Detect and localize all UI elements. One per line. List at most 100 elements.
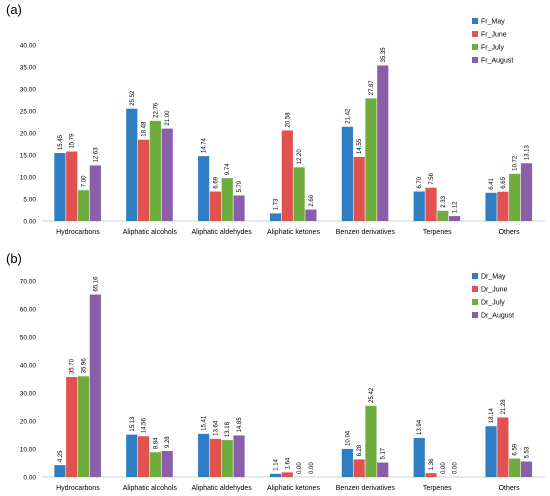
data-label: 14.74 [202,137,208,153]
bar-fr-may [341,126,353,221]
legend-swatch [472,286,478,292]
data-label: 6.28 [357,444,363,456]
legend-entry: Dr_July [481,300,505,307]
bar-fr-may [485,192,497,221]
bar-dr-june [209,438,222,477]
y-tick-label: 50.00 [20,334,37,341]
data-label: 1.36 [429,458,435,470]
bar-dr-june [66,377,78,477]
bar-dr-june [281,472,293,477]
legend-swatch [472,273,478,279]
bar-dr-may [54,465,66,477]
data-label: 0.00 [297,462,303,474]
bar-dr-may [198,433,210,477]
data-label: 35.70 [70,358,76,374]
category-label: Hydrocarbons [56,485,100,492]
data-label: 15.79 [70,133,76,149]
y-tick-label: 40.00 [20,362,37,369]
category-label: Aliphatic ketones [267,485,320,492]
bar-dr-june [425,473,437,477]
data-label: 12.63 [93,147,99,163]
bar-fr-june [353,156,365,221]
y-tick-label: 30.00 [20,390,37,397]
bar-dr-july [509,458,521,477]
y-tick-label: 10.00 [20,174,37,181]
y-tick-label: 20.00 [20,130,37,137]
panel-label: (a) [6,2,22,17]
data-label: 6.65 [501,176,507,188]
data-label: 10.04 [345,430,351,446]
data-label: 9.28 [165,436,171,448]
y-tick-label: 10.00 [20,446,37,453]
bar-dr-august [377,462,389,477]
category-label: Others [499,229,521,236]
bar-dr-may [269,473,282,477]
bar-dr-may [126,434,138,477]
bar-dr-july [221,440,233,477]
bar-fr-may [54,153,66,221]
bar-fr-august [520,163,533,221]
data-label: 21.00 [165,110,171,126]
data-label: 21.28 [501,399,507,415]
y-tick-label: 0.00 [23,474,36,481]
legend-entry: Fr_May [481,19,505,26]
bar-fr-august [89,165,101,221]
bar-dr-july [77,376,90,477]
legend-entry: Dr_June [481,287,508,294]
bar-fr-august [449,216,461,221]
data-label: 5.79 [237,180,243,192]
bar-fr-july [437,210,449,221]
panel-label: (b) [6,251,22,266]
y-tick-label: 0.00 [23,218,36,225]
bar-fr-june [66,151,78,221]
data-label: 5.17 [381,447,387,459]
bar-fr-july [509,173,521,221]
bar-fr-june [281,130,293,221]
data-label: 13.94 [417,419,423,435]
chart-panel-b: (b) 0.00 10.00 20.00 30.00 40.00 50.00 60.00 70.… [6,251,545,492]
y-tick-label: 40.00 [20,42,37,49]
bar-fr-july [149,120,161,221]
category-label: Others [499,485,521,492]
data-label: 21.42 [345,108,351,124]
data-label: 6.41 [489,177,495,189]
category-label: Benzen derivatives [336,229,396,236]
legend-entry: Fr_August [481,58,513,65]
bar-dr-june [497,417,509,477]
data-label: 13.64 [213,420,219,436]
legend-swatch [472,44,478,50]
bar-fr-june [425,187,437,221]
data-label: 7.00 [82,175,88,187]
legend-entry: Dr_August [481,313,514,320]
data-label: 15.41 [202,415,208,431]
category-label: Aliphatic ketones [267,229,320,236]
y-tick-label: 70.00 [20,278,37,285]
y-tick-label: 60.00 [20,306,37,313]
bar-dr-august [161,451,173,477]
legend-swatch [472,299,478,305]
data-label: 65.16 [93,276,99,292]
y-tick-label: 30.00 [20,86,37,93]
legend-entry: Fr_July [481,45,504,52]
category-label: Aliphatic aldehydes [191,229,252,236]
bar-dr-july [365,405,377,477]
data-label: 14.85 [237,417,243,433]
data-label: 15.13 [130,416,136,432]
category-label: Hydrocarbons [56,229,100,236]
y-tick-label: 15.00 [20,152,37,159]
data-label: 1.14 [274,458,280,470]
category-label: Aliphatic alcohols [123,485,178,492]
data-label: 5.53 [524,446,530,458]
data-label: 0.00 [309,462,315,474]
bar-fr-july [77,190,90,221]
bar-fr-july [221,178,233,221]
data-label: 25.42 [369,387,375,403]
bar-fr-july [293,167,305,221]
bar-fr-august [161,128,173,221]
bar-fr-june [209,191,222,221]
category-label: Terpenes [423,485,452,492]
data-label: 6.59 [513,443,519,455]
legend-swatch [472,18,478,24]
data-label: 35.96 [82,358,88,374]
data-label: 2.33 [441,195,447,207]
